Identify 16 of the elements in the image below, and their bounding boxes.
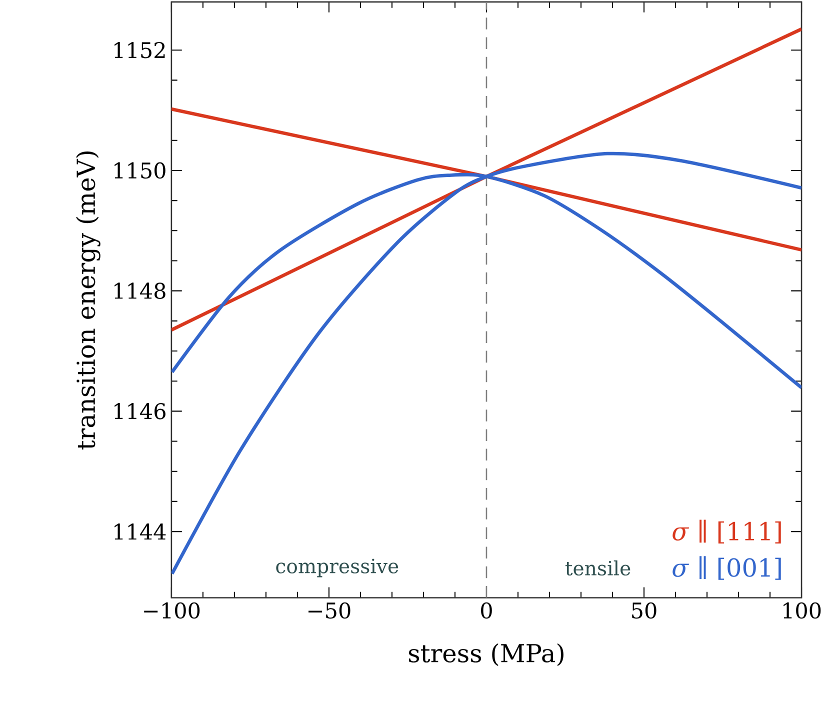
annotation: compressive xyxy=(276,558,398,578)
text: σ ∥ [111] xyxy=(672,520,781,544)
x-tick-label: 50 xyxy=(632,602,656,619)
y-tick-label: 1144 xyxy=(114,524,166,540)
y-axis-title: transition energy (meV) xyxy=(76,152,100,450)
x-tick-label: 100 xyxy=(784,602,821,619)
y-tick-label: 1146 xyxy=(114,403,166,420)
y-tick-label: 1152 xyxy=(114,42,165,58)
y-tick-label: 1150 xyxy=(114,162,166,179)
annotation: tensile xyxy=(565,560,630,576)
x-tick-label: −100 xyxy=(144,602,200,619)
text: σ ∥ [001] xyxy=(672,556,781,580)
x-tick-label: 0 xyxy=(481,602,492,619)
x-tick-label: −50 xyxy=(308,602,350,619)
y-tick-label: 1148 xyxy=(114,282,166,300)
x-axis-title: stress (MPa) xyxy=(408,644,564,666)
